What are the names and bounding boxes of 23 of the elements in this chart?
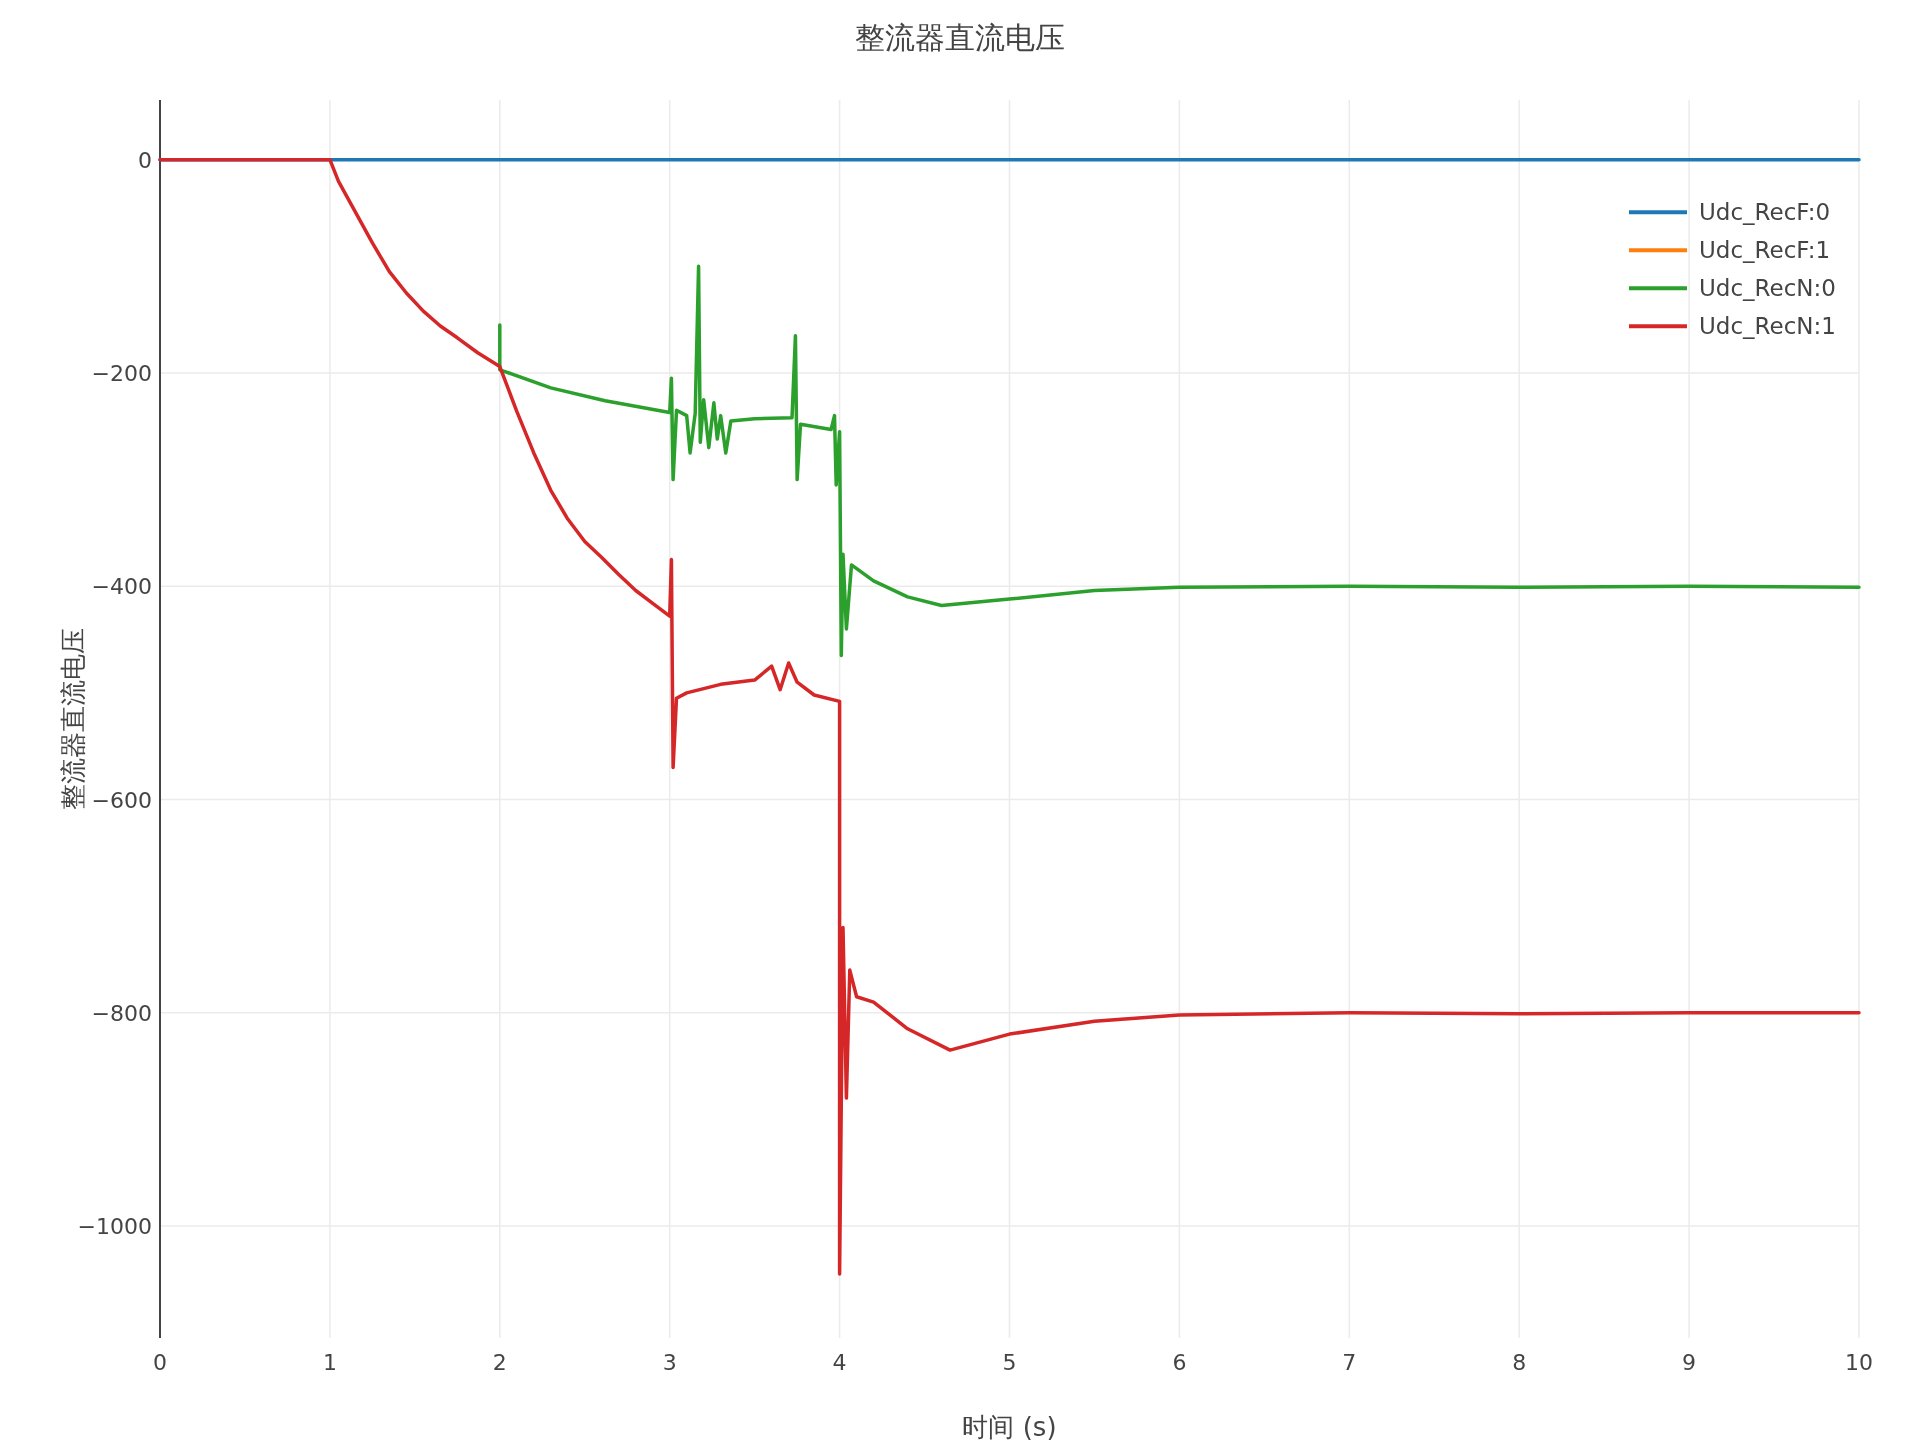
legend-label: Udc_RecN:0 (1699, 275, 1836, 302)
y-tick-label: −800 (91, 1000, 152, 1026)
legend-label: Udc_RecF:1 (1699, 237, 1831, 264)
x-tick-label: 10 (1845, 1350, 1873, 1375)
x-axis-title: 时间 (s) (962, 1412, 1057, 1440)
x-tick-label: 6 (1172, 1350, 1187, 1375)
y-tick-label: 0 (138, 147, 152, 173)
chart-title: 整流器直流电压 (855, 20, 1065, 55)
y-axis-title: 整流器直流电压 (58, 628, 88, 810)
x-tick-label: 2 (492, 1350, 507, 1375)
y-tick-label: −400 (91, 574, 152, 600)
x-tick-label: 4 (832, 1350, 847, 1375)
x-tick-label: 7 (1342, 1350, 1357, 1375)
legend-label: Udc_RecN:1 (1699, 313, 1836, 340)
y-tick-label: −200 (91, 360, 152, 386)
x-tick-label: 8 (1512, 1350, 1527, 1375)
x-tick-label: 5 (1002, 1350, 1017, 1375)
y-tick-label: −600 (91, 787, 152, 813)
y-tick-label: −1000 (77, 1214, 152, 1240)
legend-label: Udc_RecF:0 (1699, 199, 1831, 226)
x-tick-label: 1 (322, 1350, 337, 1375)
x-tick-label: 9 (1682, 1350, 1697, 1375)
x-tick-label: 3 (662, 1350, 677, 1375)
